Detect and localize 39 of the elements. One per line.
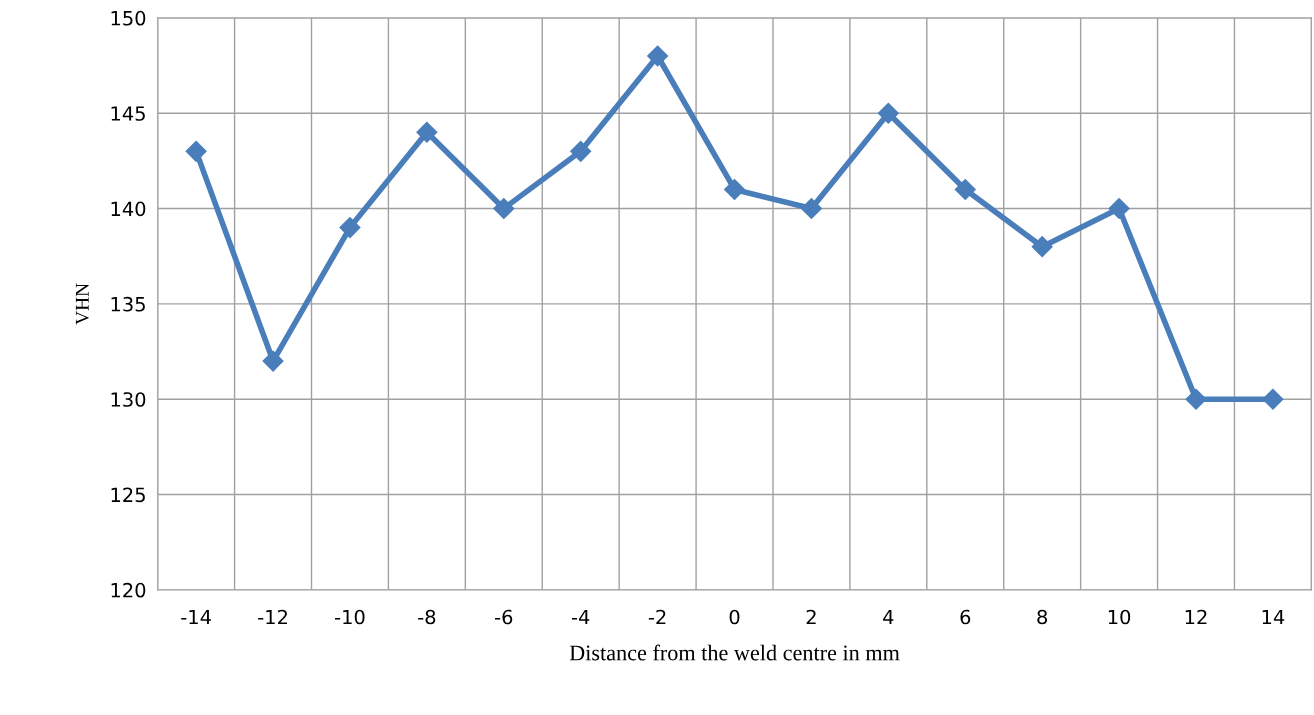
point bbox=[1262, 388, 1284, 410]
point bbox=[954, 178, 976, 200]
point bbox=[724, 178, 746, 200]
x-tick-label: 12 bbox=[1185, 609, 1207, 625]
x-tick-label: -8 bbox=[418, 609, 436, 625]
point bbox=[570, 140, 592, 162]
x-tick-label: -6 bbox=[495, 609, 513, 625]
point bbox=[800, 198, 822, 220]
y-axis-title: VHN bbox=[75, 283, 89, 325]
x-tick-label: 14 bbox=[1262, 609, 1285, 625]
y-tick-label: 140 bbox=[111, 201, 146, 217]
x-tick-label: -10 bbox=[335, 609, 365, 625]
point bbox=[185, 140, 207, 162]
point bbox=[339, 217, 361, 239]
x-tick-label: 4 bbox=[883, 609, 894, 625]
x-tick-label: 6 bbox=[960, 609, 971, 625]
x-tick-label: -4 bbox=[571, 609, 590, 625]
y-tick-label: 150 bbox=[111, 10, 146, 26]
x-tick-label: 2 bbox=[806, 609, 816, 625]
x-tick-label: -12 bbox=[258, 609, 287, 625]
point bbox=[262, 350, 284, 372]
x-tick-label: 10 bbox=[1108, 609, 1131, 625]
y-tick-label: 135 bbox=[111, 296, 145, 312]
point bbox=[1031, 236, 1053, 258]
x-axis-title: Distance from the weld centre in mm bbox=[569, 644, 900, 661]
y-tick-label: 125 bbox=[111, 487, 145, 503]
point bbox=[647, 45, 669, 67]
point bbox=[1108, 198, 1130, 220]
y-tick-label: 130 bbox=[111, 392, 146, 407]
point bbox=[416, 121, 438, 143]
y-tick-label: 120 bbox=[111, 582, 146, 598]
y-tick-label: 145 bbox=[111, 106, 145, 121]
x-tick-label: -14 bbox=[181, 609, 211, 625]
x-tick-label: 0 bbox=[729, 609, 740, 625]
point bbox=[877, 102, 899, 124]
x-tick-label: -2 bbox=[648, 609, 666, 625]
point bbox=[493, 198, 515, 220]
x-tick-label: 8 bbox=[1037, 609, 1048, 625]
point bbox=[1185, 388, 1207, 410]
